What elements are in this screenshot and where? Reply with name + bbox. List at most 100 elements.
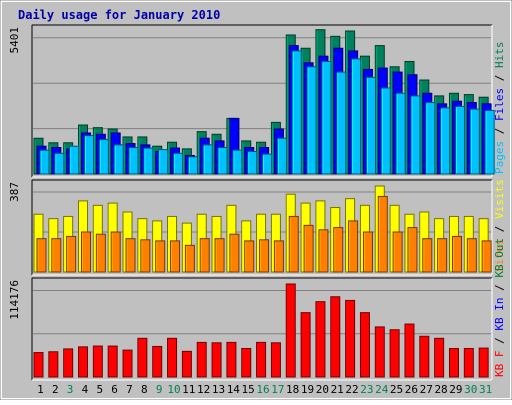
bar-kb-f xyxy=(478,347,489,378)
bar-body xyxy=(481,240,492,273)
legend-part: / xyxy=(493,68,506,88)
bar-kb-f xyxy=(226,341,237,378)
bar-sites xyxy=(481,240,492,273)
bar-body xyxy=(463,347,474,378)
x-tick-label: 19 xyxy=(301,383,314,396)
bar-sites xyxy=(155,240,166,273)
bar-kb-f xyxy=(181,350,192,378)
x-tick-label: 9 xyxy=(156,383,163,396)
bar-kb-f xyxy=(315,301,326,378)
bar-pages xyxy=(98,139,109,175)
bar-body xyxy=(229,233,240,273)
bar-body xyxy=(336,71,347,175)
bar-body xyxy=(244,240,255,273)
bar-body xyxy=(69,145,80,175)
bar-pages xyxy=(69,145,80,175)
bar-body xyxy=(48,351,59,378)
bar-pages xyxy=(351,58,362,175)
bar-sites xyxy=(259,239,270,273)
y-max-label: 387 xyxy=(8,182,21,202)
bar-pages xyxy=(410,95,421,175)
bar-kb-f xyxy=(404,323,415,378)
x-tick-label: 6 xyxy=(111,383,118,396)
bar-pages xyxy=(247,150,258,175)
x-tick-label: 22 xyxy=(345,383,358,396)
x-tick-label: 3 xyxy=(67,383,74,396)
bar-body xyxy=(419,335,430,378)
x-tick-label: 20 xyxy=(316,383,329,396)
legend-part: KB F xyxy=(493,351,506,378)
bar-body xyxy=(241,347,252,378)
bar-body xyxy=(434,337,445,378)
x-tick-label: 4 xyxy=(82,383,89,396)
bar-pages xyxy=(202,144,213,175)
bar-sites xyxy=(377,195,388,273)
bar-body xyxy=(315,301,326,378)
bar-pages xyxy=(113,144,124,175)
legend-part: / xyxy=(493,219,506,239)
x-tick-label: 17 xyxy=(271,383,284,396)
x-tick-label: 31 xyxy=(479,383,492,396)
bar-pages xyxy=(232,149,243,175)
x-tick-label: 18 xyxy=(286,383,299,396)
bar-body xyxy=(167,337,178,378)
series-legend: Sites / Visits xyxy=(493,179,506,272)
bar-body xyxy=(262,153,273,175)
bar-body xyxy=(170,240,181,273)
bar-body xyxy=(425,102,436,175)
bar-body xyxy=(155,240,166,273)
bar-pages xyxy=(484,109,495,175)
bar-sites xyxy=(51,238,62,273)
bar-body xyxy=(92,345,103,378)
y-max-label: 114176 xyxy=(8,280,21,320)
bar-body xyxy=(211,342,222,378)
bar-sites xyxy=(170,240,181,273)
bar-pages xyxy=(187,156,198,175)
bar-sites xyxy=(81,231,92,273)
bar-sites xyxy=(273,240,284,273)
bar-body xyxy=(273,240,284,273)
bar-body xyxy=(276,137,287,175)
bar-kb-f xyxy=(330,296,341,378)
bar-body xyxy=(389,329,400,378)
bar-sites xyxy=(348,220,359,273)
bar-body xyxy=(380,87,391,175)
bar-body xyxy=(81,231,92,273)
x-tick-label: 16 xyxy=(256,383,269,396)
bar-body xyxy=(469,108,480,175)
bar-body xyxy=(78,346,89,378)
bar-body xyxy=(333,227,344,273)
bar-body xyxy=(362,231,373,273)
bar-body xyxy=(348,220,359,273)
bar-body xyxy=(122,349,133,378)
series-legend: Pages / Files / Hits xyxy=(493,42,506,175)
bar-body xyxy=(187,156,198,175)
bar-sites xyxy=(288,215,299,273)
bar-body xyxy=(137,337,148,378)
x-tick-label: 2 xyxy=(52,383,59,396)
panel-hits-files-pages: 5401 Pages / Files / Hits xyxy=(8,24,506,178)
bar-kb-f xyxy=(285,283,296,378)
bar-kb-f xyxy=(152,345,163,378)
bar-sites xyxy=(110,231,121,273)
bar-pages xyxy=(291,50,302,175)
bar-kb-f xyxy=(196,341,207,378)
x-tick-label: 1 xyxy=(37,383,44,396)
x-tick-label: 7 xyxy=(126,383,133,396)
legend-part: Pages xyxy=(493,141,506,174)
bar-pages xyxy=(143,147,154,175)
bar-pages xyxy=(54,152,65,175)
bar-body xyxy=(451,235,462,273)
bar-body xyxy=(259,239,270,273)
bar-body xyxy=(303,224,314,273)
bar-body xyxy=(365,76,376,175)
bar-sites xyxy=(229,233,240,273)
bar-body xyxy=(33,352,44,378)
bar-kb-f xyxy=(448,347,459,378)
bar-kb-f xyxy=(463,347,474,378)
bar-body xyxy=(140,239,151,273)
bar-body xyxy=(199,238,210,273)
panel-kbytes: 114176 KB F / KB In / KB Out xyxy=(8,238,506,381)
